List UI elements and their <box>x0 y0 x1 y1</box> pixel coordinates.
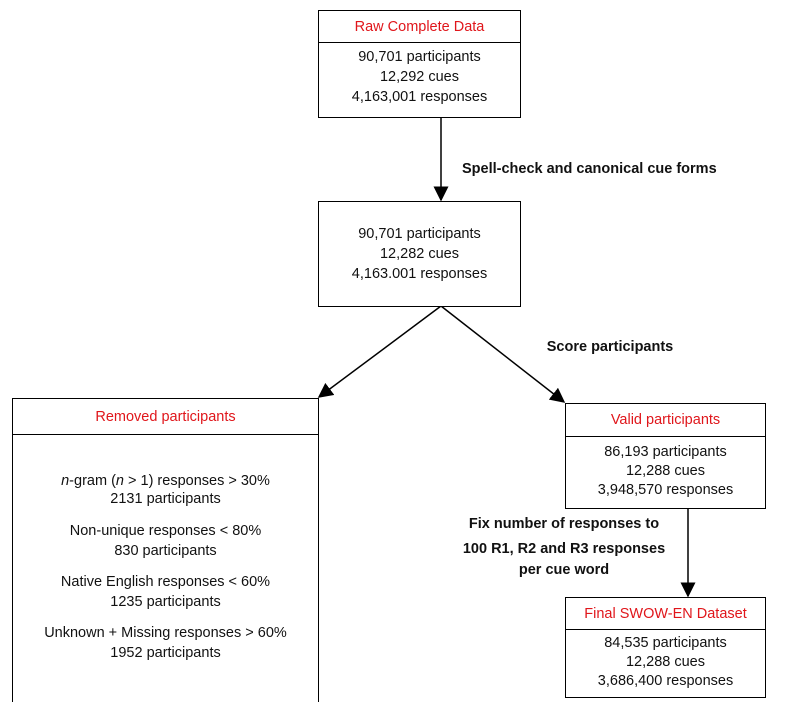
box-title: Final SWOW-EN Dataset <box>566 598 765 630</box>
valid-box: Valid participants 86,193 participants 1… <box>565 403 766 509</box>
box-line: 3,948,570 responses <box>597 482 734 498</box>
criterion-count: 1235 participants <box>110 594 221 610</box>
edge-label-line: per cue word <box>518 562 610 578</box>
arrow <box>440 305 566 403</box>
removed-box: Removed participants n-gram (n > 1) resp… <box>12 398 319 702</box>
box-title: Removed participants <box>13 399 318 435</box>
criterion: Native English responses < 60% <box>60 574 271 590</box>
arrow <box>317 305 442 398</box>
criterion-count: 830 participants <box>114 543 217 559</box>
box-line: 12,292 cues <box>379 69 459 85</box>
edge-label: Spell-check and canonical cue forms <box>462 161 717 177</box>
raw-box: Raw Complete Data 90,701 participants 12… <box>318 10 521 118</box>
criterion: n-gram (n > 1) responses > 30% <box>13 471 318 491</box>
criterion-count: 2131 participants <box>110 491 221 507</box>
box-line: 84,535 participants <box>604 635 727 651</box>
final-box: Final SWOW-EN Dataset 84,535 participant… <box>565 597 766 698</box>
box-line: 90,701 participants <box>358 49 481 65</box>
spellcheck-box: 90,701 participants 12,282 cues 4,163.00… <box>318 201 521 307</box>
criterion-part: n <box>61 473 70 489</box>
box-line: 12,288 cues <box>625 463 705 479</box>
box-line: 90,701 participants <box>358 226 481 242</box>
box-line: 3,686,400 responses <box>597 673 734 689</box>
box-line: 4,163,001 responses <box>351 89 488 105</box>
criterion: Unknown + Missing responses > 60% <box>44 625 287 641</box>
box-line: 86,193 participants <box>604 444 727 460</box>
criterion-part: -gram ( <box>69 473 116 489</box>
criterion-part: > 1) responses > 30% <box>123 473 270 489</box>
criterion-part: n <box>115 473 124 489</box>
box-line: 12,288 cues <box>625 654 705 670</box>
box-line: 12,282 cues <box>379 246 459 262</box>
box-title: Raw Complete Data <box>319 11 520 43</box>
edge-label-line: 100 R1, R2 and R3 responses <box>462 541 666 557</box>
criterion-count: 1952 participants <box>110 645 221 661</box>
edge-label: Fix number of responses to 100 R1, R2 an… <box>424 514 704 581</box>
edge-label: Score participants <box>546 339 674 355</box>
box-title: Valid participants <box>566 404 765 437</box>
box-line: 4,163.001 responses <box>351 266 488 282</box>
edge-label-line: Fix number of responses to <box>468 516 660 532</box>
criterion: Non-unique responses < 80% <box>69 523 262 539</box>
